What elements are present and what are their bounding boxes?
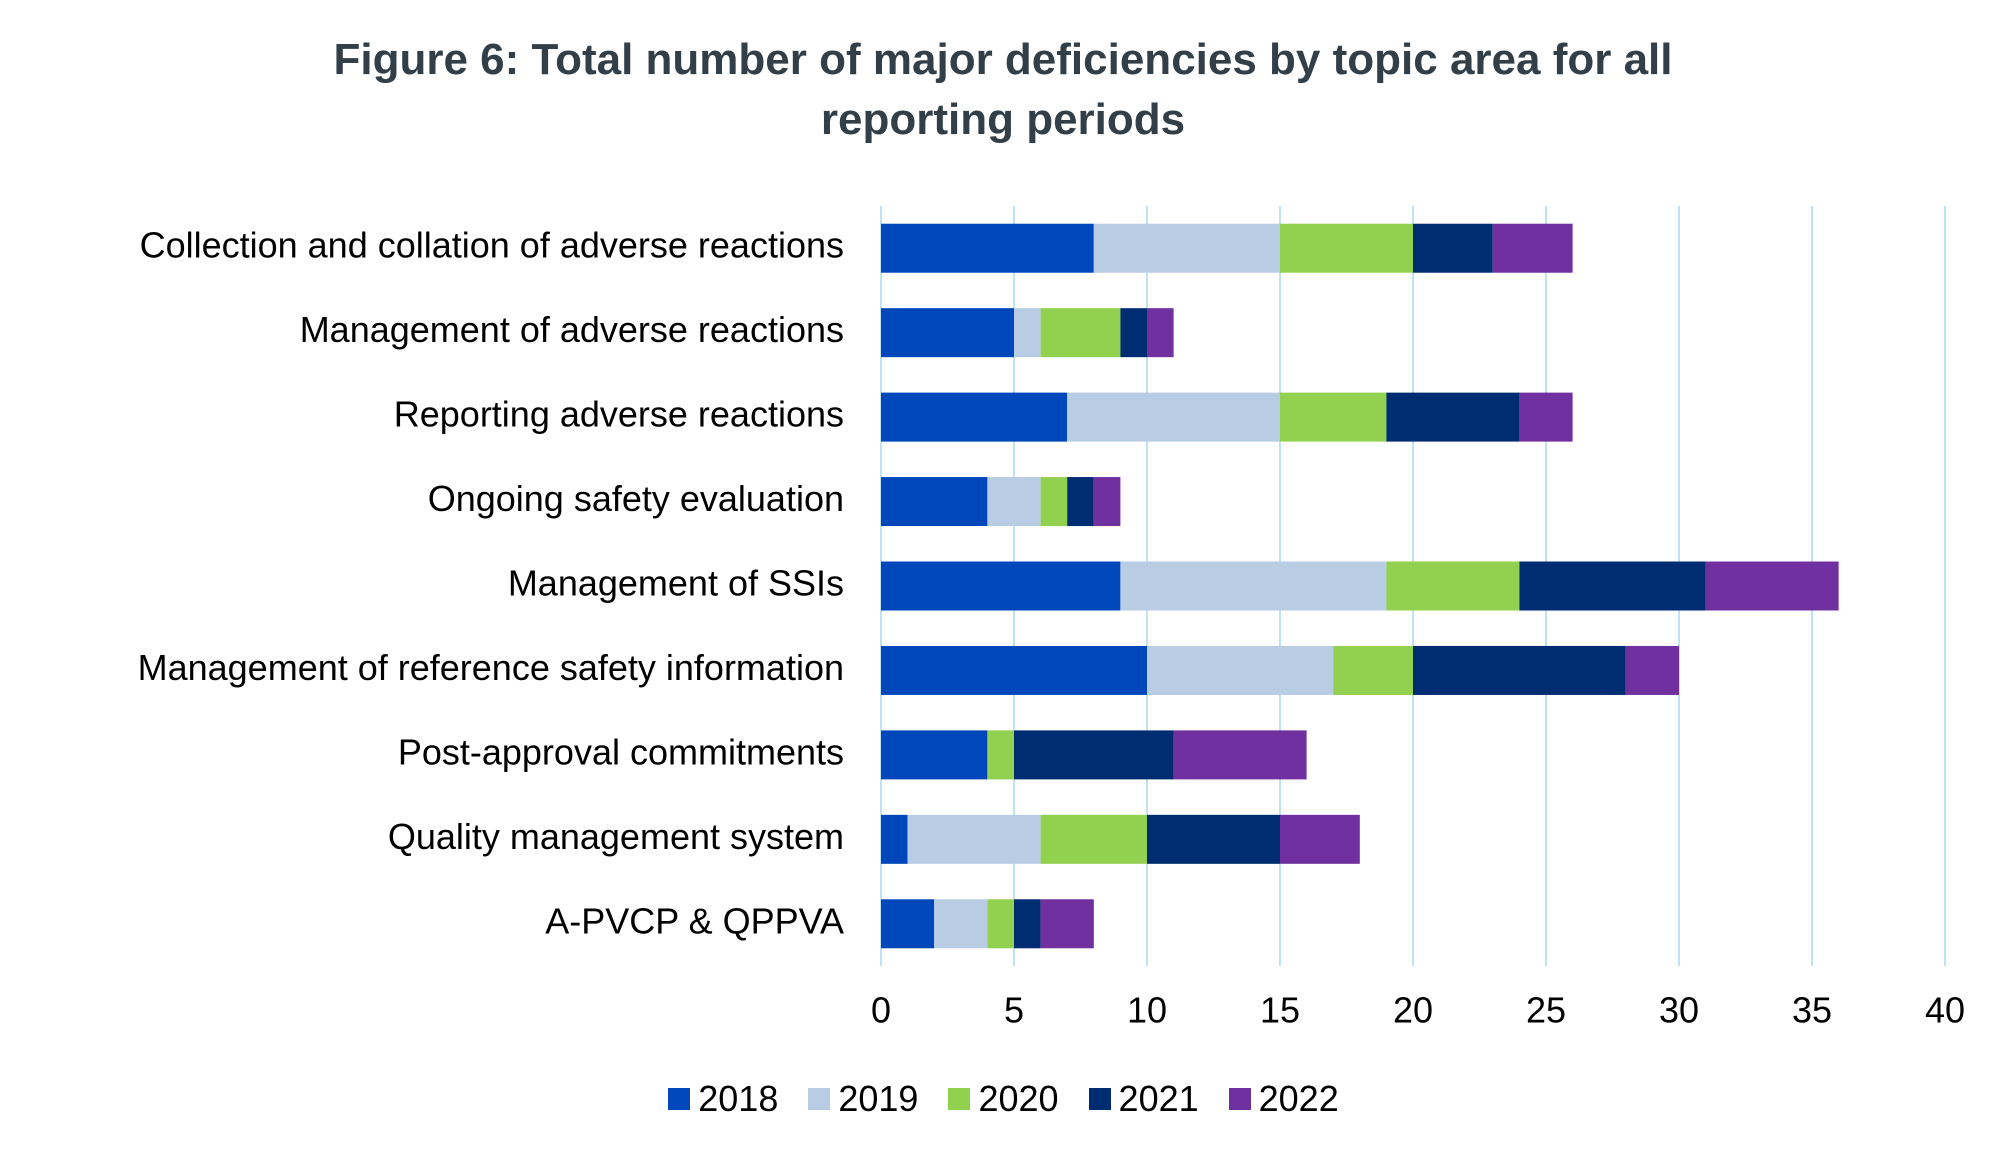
bar-segment [1333,645,1413,695]
bar-segment [1067,392,1280,442]
bar-segment [934,899,988,949]
x-tick-label: 10 [1127,990,1167,1031]
bar-segment [1120,561,1387,611]
bar-segment [1280,223,1413,273]
bar-segment [1280,392,1387,442]
x-tick-label: 20 [1393,990,1433,1031]
bar-segment [1625,645,1679,695]
bar-segment [987,477,1041,527]
bar-segment [1705,561,1839,611]
bar-segment [881,899,935,949]
y-tick-label: Management of reference safety informati… [138,647,844,688]
bar-segment [1173,730,1307,780]
bar-segment [1040,477,1068,527]
bar-segment [881,561,1121,611]
bar-segment [1147,645,1334,695]
bar-segment [1519,392,1573,442]
bar-segment [1014,899,1041,949]
bar-segment [1067,477,1094,527]
bar-segment [1386,561,1520,611]
y-tick-label: Management of SSIs [508,563,844,604]
y-tick-label: A-PVCP & QPPVA [545,900,844,941]
x-tick-label: 30 [1659,990,1699,1031]
legend-label: 2018 [698,1078,779,1119]
bar-segment [881,730,988,780]
bar-segment [1093,223,1280,273]
x-tick-label: 5 [1004,990,1024,1031]
legend-swatch [948,1088,971,1110]
bar-segment [881,392,1068,442]
legend-item: 2018 [668,1078,778,1120]
legend: 2018 2019 2020 2021 2022 [0,1078,2007,1120]
x-tick-label: 25 [1526,990,1566,1031]
legend-item: 2021 [1088,1078,1199,1120]
x-tick-label: 40 [1925,990,1965,1031]
bar-segment [1147,814,1280,864]
legend-label: 2019 [838,1078,919,1119]
y-tick-label: Reporting adverse reactions [394,394,844,435]
bar-segment [1280,814,1360,864]
bar-segment [1093,477,1121,527]
bar-segment [1120,308,1147,358]
bar-segment [1014,308,1041,358]
x-tick-label: 15 [1260,990,1300,1031]
x-tick-label: 35 [1792,990,1832,1031]
legend-item: 2020 [948,1078,1059,1120]
x-tick-label: 0 [871,990,891,1031]
bar-segment [881,223,1094,273]
bar-segment [1413,223,1493,273]
bar-segment [1040,814,1147,864]
y-tick-label: Ongoing safety evaluation [428,478,844,519]
bar-segment [1386,392,1520,442]
bar-segment [907,814,1041,864]
legend-swatch [808,1088,831,1110]
bar-segment [881,814,908,864]
bar-segment [1492,223,1573,273]
y-tick-label: Collection and collation of adverse reac… [140,225,844,266]
bar-segment [881,645,1147,695]
legend-item: 2022 [1228,1078,1339,1120]
bar-segment [987,730,1014,780]
y-tick-label: Post-approval commitments [398,731,844,772]
bar-segment [1413,645,1626,695]
bar-segment [1014,730,1174,780]
bar-segment [1519,561,1706,611]
bar-segment [881,308,1014,358]
legend-label: 2020 [978,1078,1059,1119]
legend-label: 2021 [1118,1078,1199,1119]
bar-segment [987,899,1014,949]
bar-segment [1147,308,1174,358]
legend-swatch [1228,1088,1251,1110]
y-tick-label: Management of adverse reactions [300,309,844,350]
bar-segment [881,477,988,527]
legend-swatch [668,1088,691,1110]
bar-segment [1040,308,1121,358]
legend-label: 2022 [1258,1078,1339,1119]
legend-item: 2019 [808,1078,918,1120]
bar-segment [1040,899,1094,949]
legend-swatch [1088,1088,1111,1110]
y-tick-label: Quality management system [388,816,844,857]
chart-title: Figure 6: Total number of major deficien… [333,35,1673,144]
